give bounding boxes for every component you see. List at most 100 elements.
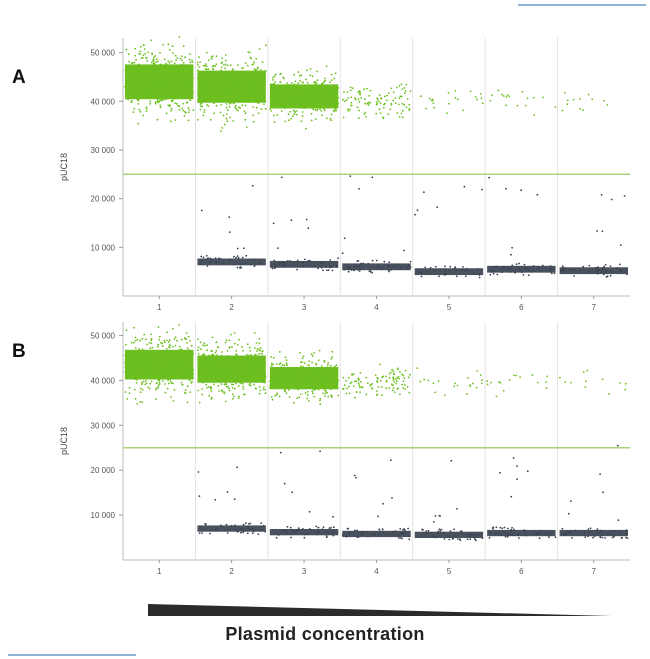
droplet	[298, 379, 300, 381]
droplet	[237, 77, 239, 79]
droplet	[188, 109, 191, 111]
droplet	[247, 527, 250, 530]
droplet	[288, 368, 291, 371]
droplet	[311, 374, 314, 377]
droplet	[321, 261, 324, 264]
droplet	[302, 261, 304, 264]
droplet	[134, 81, 136, 83]
droplet	[128, 90, 131, 92]
droplet	[297, 527, 300, 530]
droplet	[489, 531, 491, 534]
droplet	[236, 266, 239, 269]
droplet	[276, 372, 279, 375]
droplet	[433, 106, 436, 109]
droplet	[238, 395, 240, 398]
droplet	[274, 394, 277, 397]
droplet	[201, 532, 203, 534]
droplet	[455, 268, 458, 271]
droplet	[220, 383, 223, 385]
droplet	[443, 538, 446, 540]
droplet	[298, 529, 300, 531]
droplet	[218, 70, 221, 73]
droplet	[198, 374, 201, 377]
droplet	[353, 380, 356, 383]
droplet	[197, 80, 200, 82]
droplet	[154, 55, 157, 57]
droplet	[210, 350, 213, 352]
droplet	[282, 105, 285, 107]
droplet	[143, 44, 145, 47]
droplet	[166, 70, 169, 72]
droplet	[242, 97, 245, 100]
droplet	[258, 86, 260, 89]
droplet	[252, 371, 254, 373]
droplet	[149, 93, 152, 96]
droplet	[258, 353, 260, 355]
droplet	[297, 387, 300, 390]
droplet	[554, 106, 557, 108]
droplet	[272, 373, 275, 376]
droplet	[170, 83, 173, 86]
droplet	[207, 81, 210, 83]
droplet	[333, 374, 335, 376]
droplet	[361, 533, 363, 536]
droplet	[224, 371, 227, 373]
droplet	[392, 99, 394, 102]
droplet	[254, 380, 256, 382]
droplet	[593, 535, 596, 538]
droplet	[198, 401, 201, 404]
droplet	[284, 95, 286, 98]
droplet	[220, 365, 223, 367]
droplet	[140, 359, 143, 362]
droplet	[597, 266, 599, 269]
droplet	[189, 53, 191, 56]
droplet	[398, 377, 400, 380]
droplet	[219, 87, 222, 89]
droplet	[174, 366, 177, 369]
droplet	[307, 364, 310, 367]
droplet	[228, 72, 231, 75]
droplet	[220, 66, 223, 69]
droplet	[424, 266, 427, 269]
droplet	[225, 372, 228, 375]
droplet	[336, 387, 339, 389]
droplet	[158, 383, 161, 386]
droplet	[243, 375, 246, 378]
droplet	[190, 96, 193, 98]
droplet	[258, 338, 261, 340]
droplet	[198, 56, 200, 59]
droplet	[293, 96, 295, 98]
droplet	[313, 371, 316, 374]
droplet	[325, 266, 327, 268]
droplet	[213, 78, 216, 81]
droplet	[216, 360, 218, 363]
droplet	[143, 377, 146, 380]
droplet	[274, 263, 276, 266]
droplet	[218, 368, 221, 370]
droplet	[237, 372, 240, 375]
droplet	[134, 339, 137, 342]
droplet	[222, 262, 225, 265]
droplet	[358, 270, 361, 272]
droplet	[150, 333, 152, 336]
droplet	[289, 88, 291, 90]
droplet	[187, 88, 190, 91]
droplet	[148, 79, 151, 82]
droplet	[378, 94, 381, 97]
droplet	[161, 351, 164, 354]
droplet	[133, 61, 136, 64]
droplet	[399, 95, 402, 98]
droplet	[250, 86, 253, 89]
droplet	[211, 55, 214, 58]
droplet	[199, 103, 202, 105]
droplet	[348, 385, 350, 388]
droplet	[601, 536, 604, 539]
droplet	[486, 383, 489, 386]
droplet	[359, 93, 361, 96]
droplet	[320, 110, 323, 112]
droplet	[240, 531, 242, 534]
droplet	[190, 381, 193, 384]
droplet	[205, 365, 208, 367]
droplet	[465, 267, 468, 270]
droplet	[128, 386, 131, 389]
